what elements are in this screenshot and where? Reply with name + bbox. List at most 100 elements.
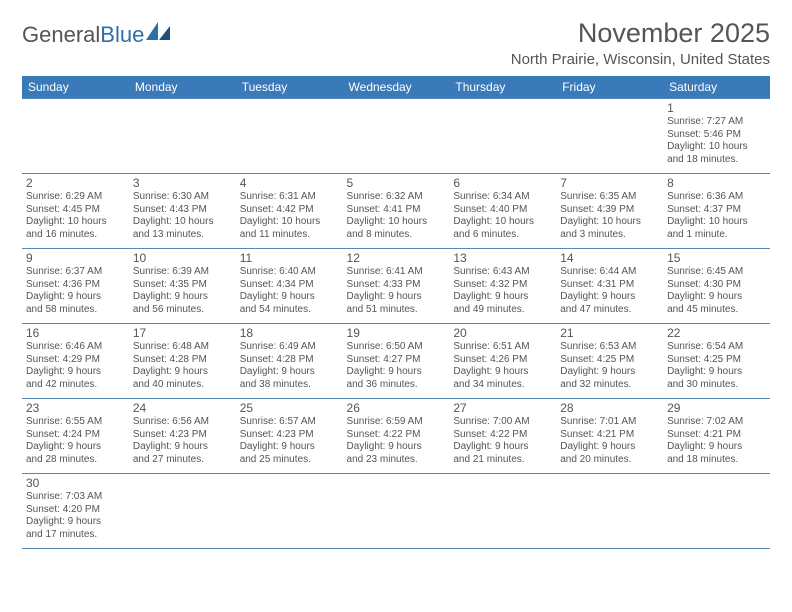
info-line: Sunset: 4:31 PM [560, 279, 659, 292]
info-line: Sunrise: 6:53 AM [560, 341, 659, 354]
info-line: and 21 minutes. [453, 454, 552, 467]
info-line: Sunrise: 6:57 AM [240, 416, 339, 429]
day-info: Sunrise: 6:49 AMSunset: 4:28 PMDaylight:… [240, 341, 339, 391]
info-line: Sunrise: 6:30 AM [133, 191, 232, 204]
info-line: and 1 minute. [667, 229, 766, 242]
day-number: 9 [26, 251, 125, 265]
calendar-cell: 25Sunrise: 6:57 AMSunset: 4:23 PMDayligh… [236, 399, 343, 474]
day-number: 27 [453, 401, 552, 415]
info-line: Daylight: 9 hours [667, 291, 766, 304]
info-line: and 51 minutes. [347, 304, 446, 317]
day-info: Sunrise: 6:50 AMSunset: 4:27 PMDaylight:… [347, 341, 446, 391]
calendar-cell [556, 99, 663, 174]
info-line: and 49 minutes. [453, 304, 552, 317]
info-line: Daylight: 9 hours [347, 291, 446, 304]
day-info: Sunrise: 6:31 AMSunset: 4:42 PMDaylight:… [240, 191, 339, 241]
info-line: Sunset: 4:23 PM [133, 429, 232, 442]
info-line: Daylight: 9 hours [560, 441, 659, 454]
calendar-cell: 2Sunrise: 6:29 AMSunset: 4:45 PMDaylight… [22, 174, 129, 249]
info-line: and 34 minutes. [453, 379, 552, 392]
calendar-cell [236, 99, 343, 174]
info-line: Sunrise: 6:35 AM [560, 191, 659, 204]
info-line: Daylight: 9 hours [347, 366, 446, 379]
info-line: Sunrise: 6:34 AM [453, 191, 552, 204]
info-line: and 30 minutes. [667, 379, 766, 392]
info-line: Daylight: 9 hours [453, 291, 552, 304]
weekday-header: Saturday [663, 76, 770, 99]
title-block: November 2025 North Prairie, Wisconsin, … [511, 18, 770, 68]
day-info: Sunrise: 7:00 AMSunset: 4:22 PMDaylight:… [453, 416, 552, 466]
info-line: Daylight: 9 hours [560, 366, 659, 379]
logo-text-blue: Blue [100, 22, 144, 48]
day-number: 1 [667, 101, 766, 115]
day-number: 5 [347, 176, 446, 190]
info-line: and 3 minutes. [560, 229, 659, 242]
info-line: Sunset: 4:30 PM [667, 279, 766, 292]
info-line: Daylight: 9 hours [560, 291, 659, 304]
info-line: Daylight: 9 hours [26, 441, 125, 454]
day-info: Sunrise: 6:35 AMSunset: 4:39 PMDaylight:… [560, 191, 659, 241]
info-line: Sunset: 4:43 PM [133, 204, 232, 217]
info-line: Daylight: 10 hours [133, 216, 232, 229]
calendar-cell [343, 474, 450, 549]
calendar-row: 1Sunrise: 7:27 AMSunset: 5:46 PMDaylight… [22, 99, 770, 174]
day-number: 29 [667, 401, 766, 415]
info-line: Sunset: 4:22 PM [347, 429, 446, 442]
calendar-table: Sunday Monday Tuesday Wednesday Thursday… [22, 76, 770, 549]
info-line: and 38 minutes. [240, 379, 339, 392]
calendar-cell: 17Sunrise: 6:48 AMSunset: 4:28 PMDayligh… [129, 324, 236, 399]
info-line: Sunset: 4:39 PM [560, 204, 659, 217]
info-line: Sunset: 4:21 PM [667, 429, 766, 442]
info-line: and 27 minutes. [133, 454, 232, 467]
calendar-cell: 21Sunrise: 6:53 AMSunset: 4:25 PMDayligh… [556, 324, 663, 399]
day-number: 22 [667, 326, 766, 340]
calendar-cell: 29Sunrise: 7:02 AMSunset: 4:21 PMDayligh… [663, 399, 770, 474]
info-line: Sunrise: 6:49 AM [240, 341, 339, 354]
info-line: Sunset: 4:36 PM [26, 279, 125, 292]
info-line: Sunrise: 6:45 AM [667, 266, 766, 279]
info-line: and 58 minutes. [26, 304, 125, 317]
day-info: Sunrise: 6:54 AMSunset: 4:25 PMDaylight:… [667, 341, 766, 391]
day-number: 13 [453, 251, 552, 265]
info-line: Sunrise: 6:50 AM [347, 341, 446, 354]
info-line: Sunset: 4:25 PM [560, 354, 659, 367]
day-number: 11 [240, 251, 339, 265]
weekday-header: Wednesday [343, 76, 450, 99]
info-line: Daylight: 9 hours [667, 441, 766, 454]
calendar-cell: 3Sunrise: 6:30 AMSunset: 4:43 PMDaylight… [129, 174, 236, 249]
day-info: Sunrise: 6:59 AMSunset: 4:22 PMDaylight:… [347, 416, 446, 466]
info-line: Sunset: 4:37 PM [667, 204, 766, 217]
info-line: Sunrise: 6:51 AM [453, 341, 552, 354]
calendar-cell [22, 99, 129, 174]
day-info: Sunrise: 6:43 AMSunset: 4:32 PMDaylight:… [453, 266, 552, 316]
day-number: 10 [133, 251, 232, 265]
calendar-row: 2Sunrise: 6:29 AMSunset: 4:45 PMDaylight… [22, 174, 770, 249]
day-info: Sunrise: 7:27 AMSunset: 5:46 PMDaylight:… [667, 116, 766, 166]
info-line: Daylight: 9 hours [240, 291, 339, 304]
info-line: Daylight: 9 hours [133, 291, 232, 304]
calendar-cell: 26Sunrise: 6:59 AMSunset: 4:22 PMDayligh… [343, 399, 450, 474]
info-line: Daylight: 9 hours [240, 366, 339, 379]
info-line: Daylight: 10 hours [453, 216, 552, 229]
info-line: Daylight: 10 hours [240, 216, 339, 229]
calendar-cell: 13Sunrise: 6:43 AMSunset: 4:32 PMDayligh… [449, 249, 556, 324]
info-line: Daylight: 9 hours [26, 291, 125, 304]
info-line: Daylight: 10 hours [560, 216, 659, 229]
day-number: 30 [26, 476, 125, 490]
info-line: and 20 minutes. [560, 454, 659, 467]
day-info: Sunrise: 6:44 AMSunset: 4:31 PMDaylight:… [560, 266, 659, 316]
calendar-body: 1Sunrise: 7:27 AMSunset: 5:46 PMDaylight… [22, 99, 770, 549]
info-line: and 18 minutes. [667, 454, 766, 467]
calendar-cell: 14Sunrise: 6:44 AMSunset: 4:31 PMDayligh… [556, 249, 663, 324]
info-line: and 47 minutes. [560, 304, 659, 317]
calendar-row: 23Sunrise: 6:55 AMSunset: 4:24 PMDayligh… [22, 399, 770, 474]
calendar-cell: 10Sunrise: 6:39 AMSunset: 4:35 PMDayligh… [129, 249, 236, 324]
info-line: Sunset: 4:28 PM [240, 354, 339, 367]
calendar-cell [449, 99, 556, 174]
info-line: Daylight: 9 hours [453, 366, 552, 379]
info-line: Daylight: 9 hours [667, 366, 766, 379]
info-line: and 36 minutes. [347, 379, 446, 392]
info-line: Sunrise: 7:00 AM [453, 416, 552, 429]
info-line: and 45 minutes. [667, 304, 766, 317]
calendar-row: 16Sunrise: 6:46 AMSunset: 4:29 PMDayligh… [22, 324, 770, 399]
